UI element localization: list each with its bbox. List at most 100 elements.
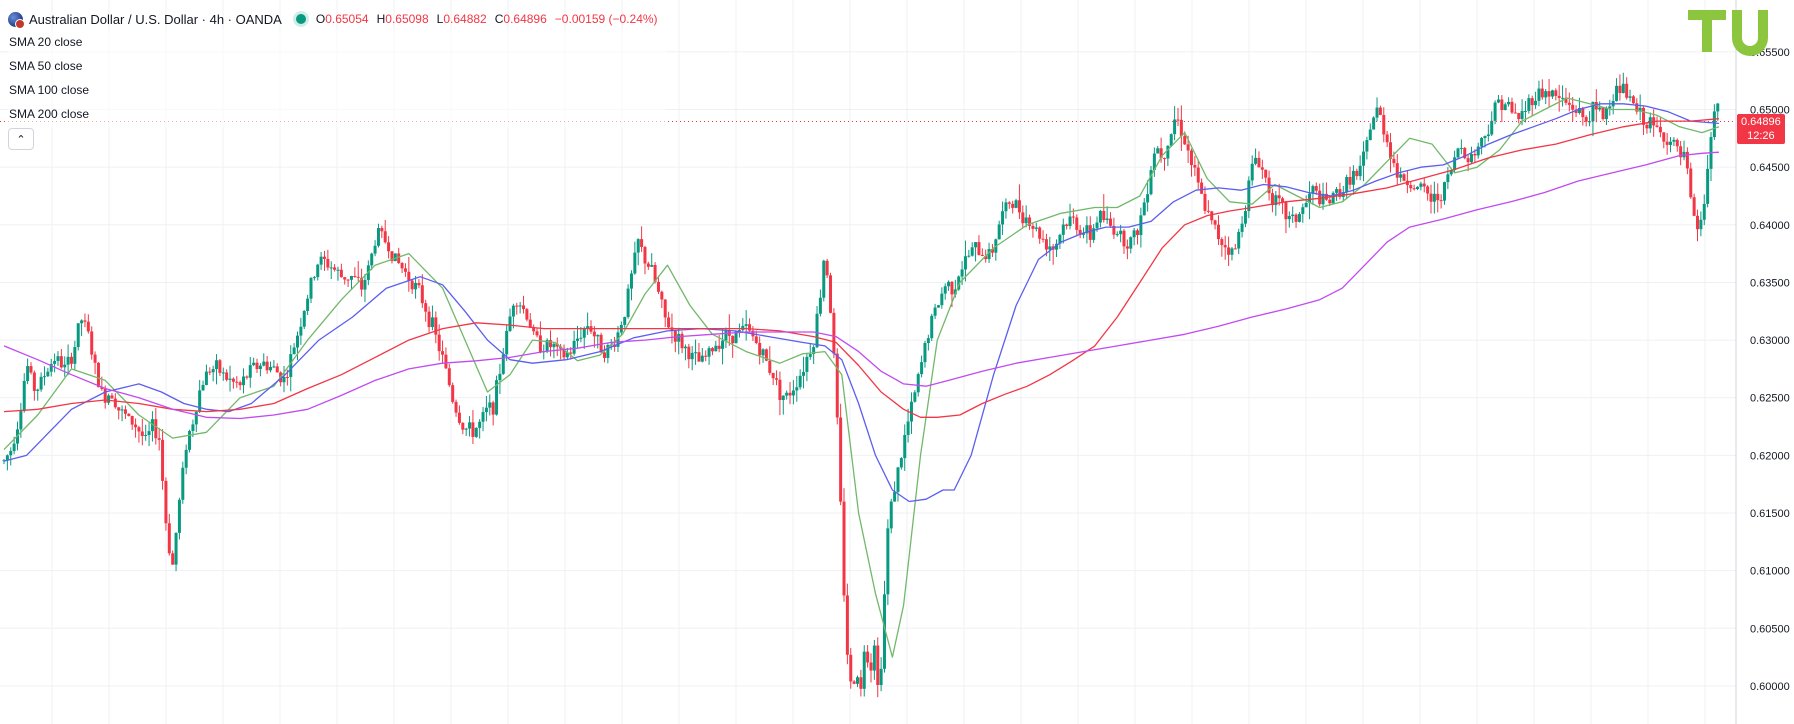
y-tick-label: 0.61500	[1750, 508, 1790, 520]
candle-body	[1034, 227, 1038, 229]
indicator-sma-20[interactable]: SMA 20 close	[8, 30, 666, 54]
candle-body	[363, 279, 367, 290]
candle-body	[1469, 154, 1473, 163]
candle-body	[1507, 101, 1511, 105]
indicator-sma-50[interactable]: SMA 50 close	[8, 54, 666, 78]
candle-body	[235, 381, 239, 383]
candle-body	[677, 333, 681, 342]
candle-body	[596, 334, 600, 337]
candle-body	[1331, 192, 1335, 204]
candle-body	[1577, 108, 1581, 113]
candle-body	[1291, 214, 1295, 217]
candle-body	[707, 348, 711, 357]
candle-body	[501, 354, 505, 374]
candle-body	[1335, 189, 1339, 193]
candle-body	[1446, 174, 1450, 183]
candle-body	[623, 316, 627, 325]
candle-body	[1270, 193, 1274, 206]
indicator-sma-200[interactable]: SMA 200 close	[8, 102, 666, 126]
candle-body	[1692, 197, 1696, 216]
candle-body	[1598, 107, 1602, 110]
candle-body	[343, 277, 347, 280]
candle-body	[717, 345, 721, 349]
candle-body	[930, 315, 934, 339]
candle-body	[1517, 113, 1521, 120]
candle-body	[201, 384, 205, 391]
candle-body	[1240, 223, 1244, 232]
collapse-legend-button[interactable]: ⌃	[8, 128, 34, 150]
candle-body	[96, 362, 100, 388]
candle-body	[215, 360, 219, 370]
candle-body	[417, 283, 421, 286]
symbol-title[interactable]: Australian Dollar / U.S. Dollar · 4h · O…	[29, 11, 282, 27]
candle-body	[511, 305, 515, 317]
candle-body	[943, 286, 947, 294]
candle-body	[157, 438, 161, 440]
candle-body	[721, 340, 725, 349]
candle-body	[1625, 83, 1629, 98]
candle-body	[1355, 170, 1359, 177]
candle-body	[940, 293, 944, 306]
candle-body	[1638, 107, 1642, 112]
candle-body	[569, 352, 573, 354]
candle-body	[1534, 100, 1538, 106]
candle-body	[103, 388, 107, 403]
candle-body	[1321, 193, 1325, 205]
candle-body	[1264, 169, 1268, 178]
candle-body	[1109, 218, 1113, 226]
candle-body	[184, 449, 188, 468]
candle-body	[1618, 85, 1622, 94]
candle-body	[535, 331, 539, 336]
candle-body	[19, 411, 23, 430]
candle-body	[481, 412, 485, 422]
candle-body	[1601, 107, 1605, 120]
candle-body	[616, 332, 620, 347]
candle-body	[1503, 104, 1507, 111]
candle-body	[650, 264, 654, 267]
candle-body	[1196, 167, 1200, 183]
candle-body	[1281, 198, 1285, 203]
candle-body	[161, 439, 165, 481]
candle-body	[1679, 146, 1683, 158]
candle-body	[575, 338, 579, 341]
candle-body	[211, 369, 215, 373]
candle-body	[1348, 176, 1352, 185]
y-tick-label: 0.61000	[1750, 566, 1790, 578]
candle-body	[1038, 227, 1042, 239]
candle-body	[1642, 107, 1646, 125]
candle-body	[39, 376, 43, 390]
candle-body	[1699, 219, 1703, 230]
candle-body	[572, 340, 576, 354]
candle-body	[1486, 134, 1490, 137]
candle-body	[974, 242, 978, 248]
candle-body	[420, 285, 424, 304]
candle-body	[73, 347, 77, 364]
candle-body	[1311, 186, 1315, 194]
indicator-sma-100[interactable]: SMA 100 close	[8, 78, 666, 102]
candle-body	[1382, 114, 1386, 135]
y-tick-label: 0.60500	[1750, 623, 1790, 635]
candle-body	[56, 356, 60, 361]
candle-body	[980, 254, 984, 257]
candle-body	[441, 351, 445, 355]
candle-body	[1075, 217, 1079, 230]
candle-body	[1557, 95, 1561, 98]
candle-body	[906, 421, 910, 435]
candle-body	[1021, 212, 1025, 224]
candle-body	[1139, 215, 1143, 236]
candle-body	[228, 378, 232, 380]
candle-body	[1631, 96, 1635, 104]
candle-body	[629, 273, 633, 289]
candle-body	[390, 251, 394, 262]
candle-body	[1227, 247, 1231, 255]
candle-body	[1513, 112, 1517, 114]
candle-body	[656, 281, 660, 292]
candle-body	[29, 366, 33, 373]
candle-body	[1200, 182, 1204, 194]
candle-body	[764, 349, 768, 361]
candle-body	[498, 373, 502, 381]
candle-body	[1189, 150, 1193, 166]
candle-body	[1004, 202, 1008, 212]
candle-body	[339, 269, 343, 278]
